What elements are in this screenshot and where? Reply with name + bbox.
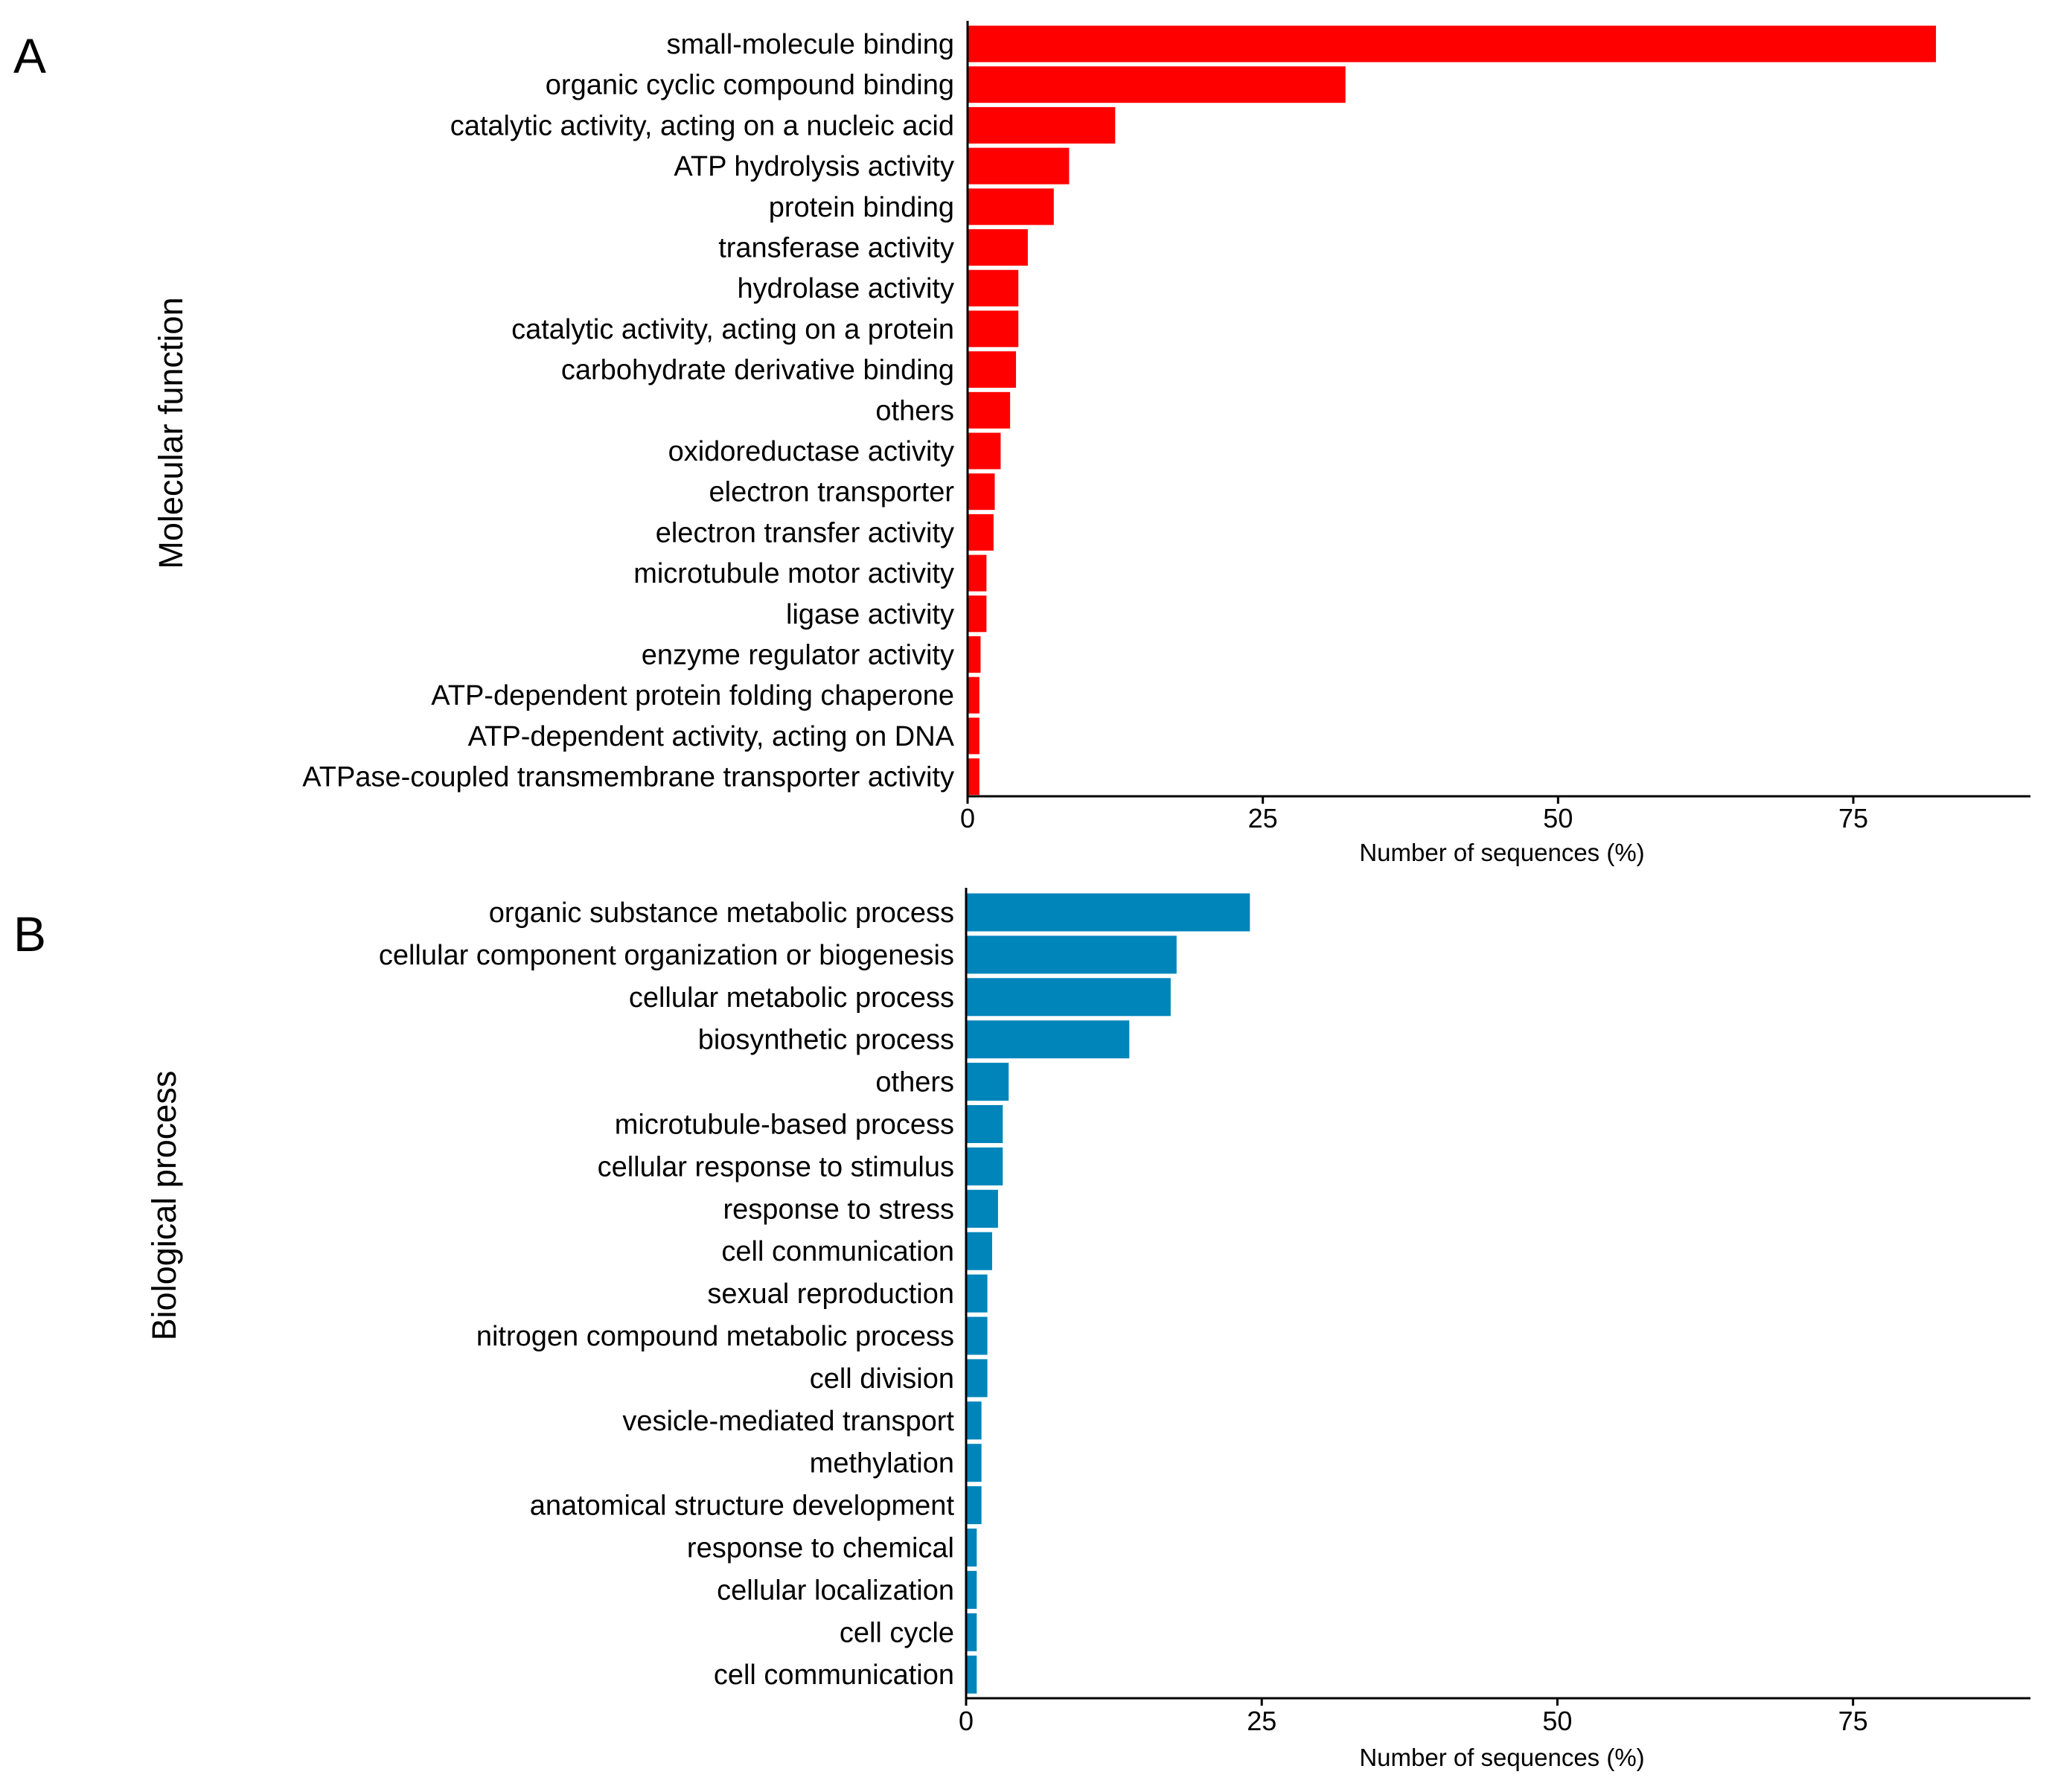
panel-b-category-label: vesicle-mediated transport [622, 1406, 954, 1437]
panel-a-category-label: ligase activity [786, 599, 954, 630]
panel-a-bar [968, 66, 1346, 103]
panel-a-category-label: transferase activity [718, 233, 954, 264]
panel-a-category-label: hydrolase activity [738, 273, 954, 304]
panel-b-category-label: response to chemical [687, 1533, 954, 1564]
panel-b-category-label: sexual reproduction [707, 1279, 954, 1310]
panel-b-bar [966, 1486, 982, 1525]
panel-b-category-label: cell cycle [840, 1617, 954, 1648]
panel-a-category-label: electron transfer activity [656, 517, 954, 548]
panel-b-bar [966, 893, 1250, 932]
panel-b-category-label: cellular localization [717, 1575, 954, 1606]
panel-a-bar [968, 106, 1116, 144]
panel-a-bar [968, 595, 987, 633]
panel-b-category-label: cell conmunication [721, 1236, 954, 1267]
panel-b-bar [966, 978, 1171, 1017]
panel-b-bar [966, 1063, 1009, 1101]
panel-b-bar [966, 1105, 1003, 1143]
panel-b-x-tick-label: 50 [1542, 1706, 1572, 1736]
panel-b-bar [966, 1570, 977, 1609]
panel-a-category-label: catalytic activity, acting on a nucleic … [450, 110, 954, 141]
panel-b: B Biological process organic substance m… [13, 888, 2030, 1771]
panel-a-x-tick-label: 50 [1543, 803, 1573, 833]
panel-b-category-label: biosynthetic process [698, 1025, 954, 1056]
panel-a-category-label: ATPase-coupled transmembrane transporter… [302, 762, 954, 793]
panel-b-x-axis-title: Number of sequences (%) [1359, 1744, 1644, 1771]
panel-b-x-tick-label: 0 [959, 1706, 974, 1736]
panel-a: A Molecular function small-molecule bind… [13, 21, 2030, 866]
panel-a-x-tick-label: 75 [1838, 803, 1868, 833]
panel-b-category-label: anatomical structure development [530, 1491, 955, 1522]
panel-a-category-label: others [875, 395, 954, 426]
panel-b-category-label: response to stress [723, 1194, 954, 1225]
panel-a-bar [968, 758, 979, 796]
panel-a-category-label: protein binding [769, 192, 954, 223]
panel-a-x-tick-label: 25 [1248, 803, 1278, 833]
panel-a-bar [968, 554, 987, 592]
panel-b-bar [966, 1613, 977, 1651]
panel-a-bar [968, 717, 979, 755]
panel-b-x-tick-label: 75 [1838, 1706, 1868, 1736]
panel-b-category-label: cell communication [714, 1660, 954, 1691]
panel-b-category-label: nitrogen compound metabolic process [476, 1321, 954, 1352]
panel-a-category-label: oxidoreductase activity [668, 436, 954, 467]
panel-b-y-axis-title: Biological process [145, 1071, 183, 1341]
panel-b-category-label: cellular response to stimulus [598, 1151, 954, 1183]
panel-a-bar [968, 676, 979, 714]
panel-a-bar [968, 229, 1028, 266]
panel-b-bar [966, 1444, 982, 1482]
panel-b-letter: B [13, 906, 46, 961]
panel-a-bar [968, 473, 995, 511]
panel-a-x-tick-label: 0 [960, 803, 975, 833]
panel-b-bar [966, 1189, 998, 1228]
panel-a-bar [968, 351, 1017, 388]
panel-b-category-label: cell division [810, 1363, 954, 1395]
panel-a-bar [968, 432, 1001, 470]
panel-a-category-label: ATP-dependent protein folding chaperone [431, 680, 954, 711]
panel-b-bar [966, 1316, 988, 1355]
panel-b-category-label: microtubule-based process [615, 1110, 954, 1141]
panel-b-bars [966, 893, 1250, 1694]
panel-a-letter: A [13, 28, 46, 83]
panel-b-bar [966, 1655, 977, 1694]
panel-a-x-axis-title: Number of sequences (%) [1359, 839, 1644, 866]
panel-a-axes: 0 25 50 75 [960, 21, 2030, 833]
panel-a-category-labels: small-molecule binding organic cyclic com… [302, 29, 954, 793]
panel-b-category-label: methylation [810, 1448, 954, 1479]
panel-a-bar [968, 391, 1011, 429]
panel-b-category-label: cellular metabolic process [629, 982, 954, 1014]
panel-b-bar [966, 935, 1177, 974]
panel-b-x-tick-label: 25 [1247, 1706, 1276, 1736]
panel-b-category-label: cellular component organization or bioge… [379, 940, 954, 971]
panel-b-bar [966, 1274, 988, 1313]
panel-a-bar [968, 636, 981, 673]
panel-b-category-label: others [875, 1067, 954, 1098]
panel-a-y-axis-title: Molecular function [152, 297, 190, 569]
panel-b-bar [966, 1232, 992, 1270]
panel-a-bar [968, 25, 1937, 63]
panel-b-bar [966, 1359, 988, 1398]
panel-a-category-label: catalytic activity, acting on a protein [511, 314, 954, 345]
panel-a-category-label: ATP hydrolysis activity [674, 151, 954, 182]
panel-a-category-label: carbohydrate derivative binding [561, 355, 954, 386]
panel-b-bar [966, 1401, 982, 1440]
panel-a-category-label: organic cyclic compound binding [546, 70, 954, 101]
panel-b-category-labels: organic substance metabolic process cellu… [379, 897, 955, 1691]
panel-a-bar [968, 310, 1019, 348]
panel-b-category-label: organic substance metabolic process [489, 897, 954, 929]
panel-a-category-label: ATP-dependent activity, acting on DNA [468, 721, 955, 752]
panel-a-bar [968, 188, 1054, 225]
panel-a-bar [968, 269, 1019, 307]
panel-b-bar [966, 1020, 1130, 1059]
panel-b-bar [966, 1147, 1003, 1185]
panel-a-bars [968, 25, 1937, 796]
panel-a-bar [968, 147, 1070, 185]
panel-a-category-label: enzyme regulator activity [642, 640, 954, 671]
panel-b-bar [966, 1529, 977, 1567]
panel-a-category-label: small-molecule binding [666, 29, 954, 60]
panel-a-bar [968, 513, 994, 551]
panel-a-category-label: electron transporter [709, 477, 955, 508]
panel-b-axes: 0 25 50 75 [959, 888, 2030, 1736]
panel-a-category-label: microtubule motor activity [633, 558, 954, 589]
